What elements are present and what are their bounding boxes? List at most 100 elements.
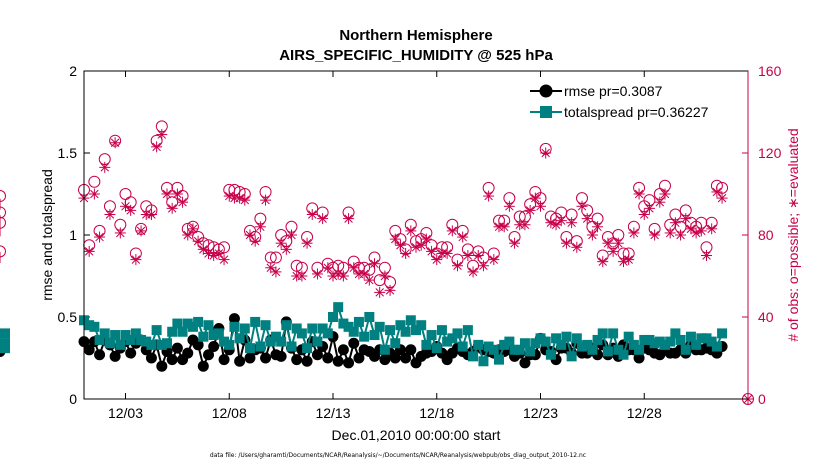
evaluated-point: [358, 268, 370, 280]
totalspread-point: [0, 328, 10, 339]
totalspread-point: [519, 338, 530, 349]
totalspread-point: [535, 333, 546, 344]
evaluated-point: [706, 223, 718, 235]
totalspread-point: [338, 318, 349, 329]
rmse-point: [109, 350, 121, 362]
totalspread-point: [208, 330, 219, 341]
totalspread-point: [317, 323, 328, 334]
evaluated-point: [369, 258, 380, 270]
y2-tick-label: 160: [758, 63, 782, 79]
evaluated-point: [633, 188, 645, 200]
evaluated-point: [249, 235, 261, 247]
evaluated-point: [88, 188, 100, 200]
totalspread-point: [602, 346, 613, 357]
y-tick-label: 0: [69, 391, 77, 407]
totalspread-point: [296, 328, 307, 339]
evaluated-point: [680, 213, 692, 225]
totalspread-point: [198, 331, 209, 342]
evaluated-point: [125, 204, 137, 216]
evaluated-point: [296, 270, 308, 282]
totalspread-point: [628, 339, 639, 350]
rmse-point: [337, 344, 349, 356]
evaluated-point: [104, 209, 116, 220]
possible-point: [88, 175, 101, 188]
totalspread-point: [411, 325, 421, 336]
plot-data: [0, 120, 754, 405]
x-axis-label: Dec.01,2010 00:00:00 start: [332, 427, 501, 443]
x-tick-label: 12/18: [419, 405, 454, 421]
evaluated-point: [566, 217, 578, 229]
evaluated-point: [337, 270, 349, 282]
evaluated-point: [483, 190, 495, 202]
evaluated-point: [280, 243, 292, 255]
evaluated-point: [130, 254, 142, 266]
totalspread-point: [281, 320, 292, 331]
totalspread-point: [416, 320, 427, 331]
evaluated-point: [286, 229, 297, 241]
evaluated-point: [623, 254, 635, 266]
totalspread-point: [691, 339, 702, 350]
rmse-point: [332, 355, 344, 367]
evaluated-point: [244, 229, 256, 241]
totalspread-point: [675, 334, 686, 345]
y-axis-label: rmse and totalspread: [39, 169, 55, 301]
totalspread-point: [141, 336, 152, 347]
evaluated-point: [628, 227, 640, 239]
totalspread-point: [649, 338, 660, 349]
totalspread-point: [364, 312, 375, 322]
rmse-point: [171, 342, 183, 354]
evaluated-point: [643, 202, 655, 214]
totalspread-point: [302, 343, 313, 354]
legend-box: [528, 80, 745, 124]
rmse-point: [275, 350, 287, 362]
evaluated-point: [654, 196, 666, 208]
evaluated-point: [669, 217, 681, 229]
y-tick-label: 1.5: [58, 145, 78, 161]
totalspread-point: [104, 338, 115, 349]
totalspread-point: [592, 334, 603, 345]
evaluated-point: [109, 137, 121, 149]
totalspread-point: [571, 333, 582, 344]
evaluated-point: [690, 227, 702, 239]
evaluated-point: [161, 188, 173, 200]
evaluated-point: [441, 247, 453, 259]
totalspread-point: [509, 344, 520, 355]
evaluated-point: [166, 202, 178, 214]
totalspread-point: [447, 333, 458, 344]
possible-point: [218, 241, 231, 254]
evaluated-point: [260, 194, 272, 206]
evaluated-point: [145, 209, 157, 220]
y-tick-label: 2: [69, 63, 77, 79]
possible-point: [0, 216, 6, 229]
totalspread-point: [514, 344, 525, 355]
evaluated-point: [83, 245, 95, 257]
totalspread-point: [94, 334, 105, 345]
rmse-point: [353, 352, 365, 364]
totalspread-point: [89, 321, 100, 332]
totalspread-point: [177, 326, 188, 337]
totalspread-point: [343, 321, 354, 332]
evaluated-point: [457, 231, 469, 243]
totalspread-point: [706, 336, 717, 347]
rmse-point: [192, 339, 204, 351]
totalspread-point: [462, 325, 473, 336]
legend-rmse-marker: [539, 84, 553, 98]
rmse-point: [311, 349, 323, 361]
totalspread-point: [151, 325, 162, 336]
totalspread-point: [219, 336, 230, 347]
evaluated-point: [560, 237, 572, 249]
x-tick-label: 12/03: [108, 405, 143, 421]
totalspread-point: [234, 333, 245, 344]
evaluated-point: [607, 245, 619, 257]
evaluated-point: [114, 227, 126, 239]
legend-spread-label: totalspread pr=0.36227: [564, 104, 709, 120]
totalspread-point: [634, 344, 645, 355]
rmse-point: [633, 352, 645, 364]
totalspread-point: [660, 339, 670, 350]
rmse-point: [94, 349, 106, 361]
evaluated-point: [374, 286, 386, 298]
evaluated-point: [270, 266, 282, 278]
evaluated-point: [581, 213, 593, 225]
totalspread-point: [717, 328, 728, 339]
